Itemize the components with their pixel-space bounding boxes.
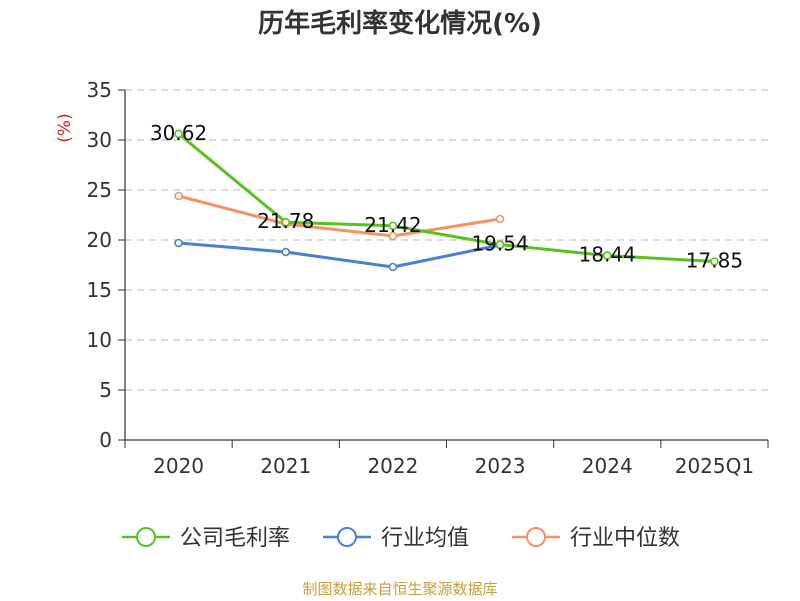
legend-marker-icon [526,527,546,547]
legend-item: 行业中位数 [512,526,680,551]
data-point-2 [388,231,398,241]
data-point-1 [174,238,183,248]
data-point-1 [281,247,291,257]
x-tick-label: 2022 [367,454,418,478]
data-point-0 [388,221,398,231]
y-tick-label: 20 [87,228,112,252]
data-label: 18.44 [579,243,636,267]
data-label: 17.85 [686,249,743,273]
y-tick-label: 0 [99,428,112,452]
data-point-1 [388,262,398,272]
y-tick-label: 25 [87,178,112,202]
legend-label: 行业中位数 [570,526,680,551]
legend-item: 公司毛利率 [122,526,290,551]
x-tick-label: 2024 [582,454,633,478]
x-tick-label: 2023 [475,454,526,478]
data-point-2 [174,191,183,201]
data-point-0 [602,251,612,260]
data-point-2 [495,214,505,224]
data-label: 19.54 [471,232,528,256]
series-line-1 [178,241,501,269]
legend-label: 公司毛利率 [180,526,290,551]
y-axis-label: (%) [55,113,75,142]
data-label: 21.78 [257,209,314,233]
data-label: 21.42 [364,213,421,237]
data-point-0 [281,217,291,227]
legend-item: 行业均值 [323,526,469,551]
y-tick-label: 35 [87,78,112,102]
series-line-2 [178,194,501,238]
data-label: 30.62 [150,121,207,145]
legend-marker-icon [337,527,357,547]
legend-marker-icon [136,527,156,547]
data-point-0 [710,257,719,266]
y-tick-label: 10 [87,328,112,352]
legend-label: 行业均值 [381,526,469,551]
chart-title: 历年毛利率变化情况(%) [258,9,542,39]
x-tick-label: 2021 [260,454,311,478]
series-line-0 [177,132,715,263]
x-tick-label: 2025Q1 [675,454,754,478]
y-tick-label: 30 [87,128,112,152]
data-point-0 [174,129,183,139]
x-tick-label: 2020 [153,454,204,478]
y-tick-label: 15 [87,278,112,302]
data-source-note: 制图数据来自恒生聚源数据库 [302,580,498,598]
y-tick-label: 5 [99,378,112,402]
data-point-0 [495,240,505,249]
